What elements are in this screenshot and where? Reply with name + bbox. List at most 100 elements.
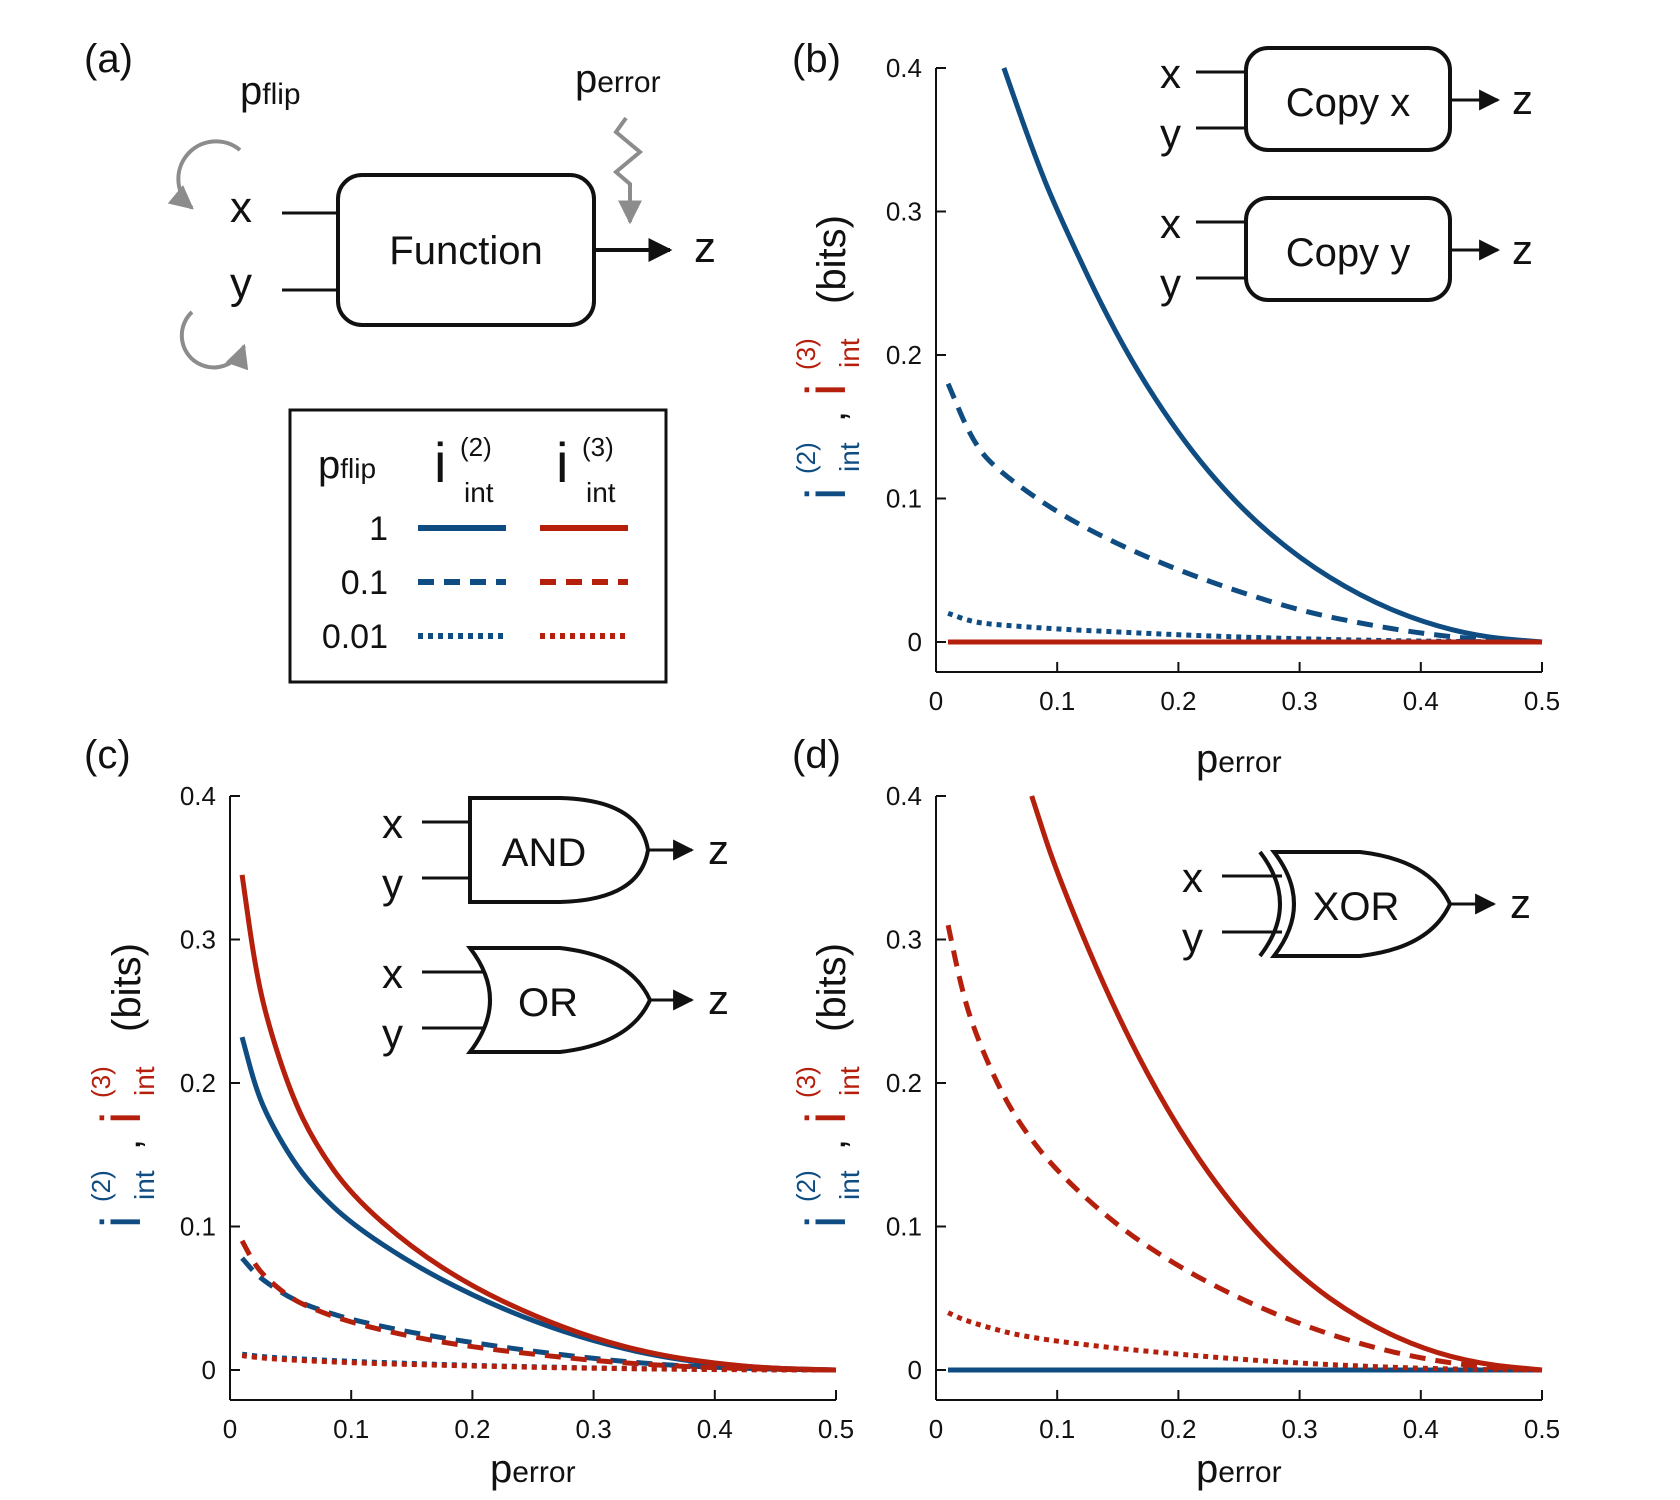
x-tick-label: 0.1 <box>1039 1414 1075 1444</box>
y-tick-label: 0 <box>908 627 922 657</box>
x-tick-label: 0.3 <box>1282 1414 1318 1444</box>
panel-c-axes: 0 0.1 0.2 0.3 0.4 0 0.1 0.2 0.3 0.4 0.5 <box>180 781 854 1444</box>
svg-text:int: int <box>586 477 616 508</box>
svg-text:(3): (3) <box>791 338 821 370</box>
and-gate-body <box>468 796 651 904</box>
y-tick-label: 0.4 <box>180 781 216 811</box>
pflip-label: pflip <box>240 69 301 113</box>
svg-text:(2): (2) <box>791 1170 821 1202</box>
y-tick-label: 0.1 <box>180 1212 216 1242</box>
panel-b-label: (b) <box>792 37 841 81</box>
xor-gate-body <box>1269 850 1453 958</box>
series-line-iint3-pflip-1 <box>239 874 837 1373</box>
svg-text:,: , <box>810 1139 854 1150</box>
panel-d-label: (d) <box>792 733 841 777</box>
svg-text:i: i <box>794 384 857 396</box>
y-tick-label: 0.3 <box>886 925 922 955</box>
svg-text:OR: OR <box>518 981 578 1025</box>
legend-row-1-label: 1 <box>369 510 388 548</box>
panel-a-label: (a) <box>84 37 133 81</box>
y-tick-label: 0.2 <box>886 1068 922 1098</box>
pflip-p: p <box>240 69 262 113</box>
x-tick-label: 0.5 <box>1524 686 1560 716</box>
svg-text:i: i <box>794 488 857 500</box>
function-label: Function <box>389 229 542 273</box>
svg-text:(2): (2) <box>791 442 821 474</box>
panel-b-xlabel: perror <box>1196 737 1282 781</box>
legend-row-3-label: 0.01 <box>322 618 388 656</box>
or-gate-body <box>465 946 653 1054</box>
svg-text:x: x <box>382 950 403 997</box>
series-line-iint3-pflip-0.1 <box>239 1239 837 1373</box>
svg-text:(2): (2) <box>86 1170 116 1202</box>
svg-text:int: int <box>834 1066 865 1096</box>
svg-text:int: int <box>129 1066 160 1096</box>
svg-text:AND: AND <box>502 831 586 875</box>
y-tick-label: 0.4 <box>886 781 922 811</box>
legend-i2-header: i (2) int <box>434 431 494 508</box>
x-tick-label: 0.5 <box>1524 1414 1560 1444</box>
flip-arrow-y-icon <box>179 310 249 371</box>
legend: pflip i (2) int i (3) int 1 0.1 0.01 <box>288 408 668 684</box>
inset-xor-gate: x y XOR z <box>1182 850 1531 961</box>
svg-text:(3): (3) <box>582 432 614 462</box>
xor-gate-back-curve <box>1258 850 1282 958</box>
panel-c-xlabel: perror <box>490 1447 576 1491</box>
pflip-sub: flip <box>262 78 300 111</box>
svg-text:y: y <box>382 860 403 907</box>
perror-label: perror <box>575 57 661 101</box>
svg-text:i: i <box>89 1112 152 1124</box>
series-line-iint3-pflip-0.01 <box>241 1353 837 1373</box>
inset-copy-y: x y Copy y z <box>1160 196 1533 307</box>
panel-d: (d) 0 0.1 0.2 0.3 0.4 0 0.1 0.2 0.3 0.4 0.5 i (2) … <box>791 733 1560 1491</box>
panel-a-input-x: x <box>230 183 252 232</box>
svg-text:y: y <box>1160 110 1181 157</box>
svg-text:x: x <box>1160 50 1181 97</box>
svg-text:z: z <box>1510 880 1531 927</box>
svg-text:z: z <box>708 826 729 873</box>
svg-text:int: int <box>834 1170 865 1200</box>
inset-or-gate: x y OR z <box>382 946 729 1057</box>
panel-d-axes: 0 0.1 0.2 0.3 0.4 0 0.1 0.2 0.3 0.4 0.5 <box>886 781 1560 1444</box>
series-line-iint3-pflip-0.01 <box>947 1310 1543 1373</box>
x-tick-label: 0 <box>929 1414 943 1444</box>
svg-text:i: i <box>794 1216 857 1228</box>
svg-text:Copy y: Copy y <box>1286 231 1411 275</box>
x-tick-label: 0 <box>223 1414 237 1444</box>
panel-d-ylabel: i (2) int , i (3) int (bits) <box>791 943 865 1228</box>
y-tick-label: 0.2 <box>886 340 922 370</box>
y-tick-label: 0 <box>908 1355 922 1385</box>
x-tick-label: 0.2 <box>1160 1414 1196 1444</box>
x-tick-label: 0.4 <box>1403 686 1439 716</box>
x-tick-label: 0 <box>929 686 943 716</box>
x-tick-label: 0.1 <box>1039 686 1075 716</box>
svg-text:(bits): (bits) <box>105 943 149 1032</box>
svg-text:(2): (2) <box>460 432 492 462</box>
svg-text:(3): (3) <box>791 1066 821 1098</box>
y-tick-label: 0.1 <box>886 1212 922 1242</box>
x-tick-label: 0.4 <box>1403 1414 1439 1444</box>
y-tick-label: 0 <box>202 1355 216 1385</box>
y-tick-label: 0.3 <box>180 925 216 955</box>
panel-d-xlabel: perror <box>1196 1447 1282 1491</box>
panel-c-label: (c) <box>84 733 131 777</box>
series-line-iint2-pflip-0.1 <box>240 1256 837 1373</box>
x-tick-label: 0.5 <box>818 1414 854 1444</box>
noise-zigzag-icon <box>612 116 644 225</box>
panel-b: (b) 0 0.1 0.2 0.3 0.4 0 0.1 0.2 0.3 0.4 0.5 i (2) … <box>791 37 1560 781</box>
svg-text:,: , <box>810 411 854 422</box>
svg-text:XOR: XOR <box>1313 885 1400 929</box>
y-tick-label: 0.4 <box>886 53 922 83</box>
series-line-iint3-pflip-1 <box>1029 795 1543 1373</box>
panel-a-output: z <box>694 223 716 272</box>
svg-text:(3): (3) <box>86 1066 116 1098</box>
svg-text:z: z <box>1512 226 1533 273</box>
svg-text:i: i <box>89 1216 152 1228</box>
y-tick-label: 0.1 <box>886 484 922 514</box>
svg-text:z: z <box>708 976 729 1023</box>
svg-text:y: y <box>1160 260 1181 307</box>
svg-text:int: int <box>834 442 865 472</box>
panel-c: (c) 0 0.1 0.2 0.3 0.4 0 0.1 0.2 0.3 0.4 0.5 i (2) … <box>84 733 854 1491</box>
legend-lines <box>418 525 628 639</box>
